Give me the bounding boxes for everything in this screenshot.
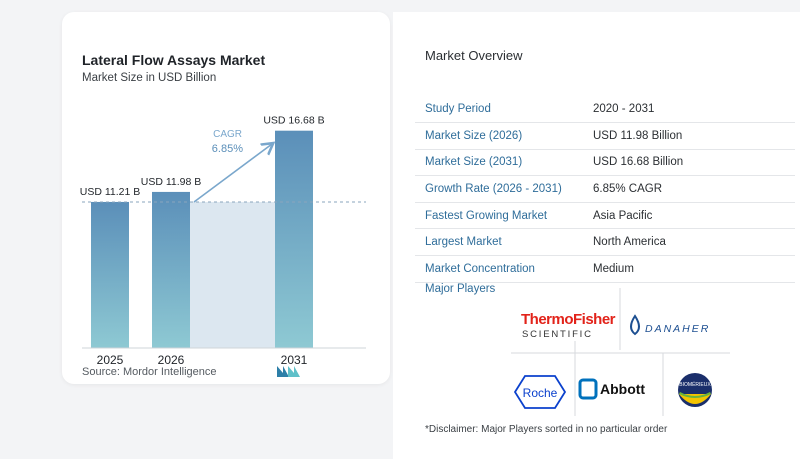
overview-value: North America: [593, 228, 795, 257]
overview-value: Asia Pacific: [593, 202, 795, 230]
overview-key: Fastest Growing Market: [415, 202, 593, 230]
cagr-value: 6.85%: [212, 143, 243, 155]
major-players-title: Major Players: [425, 283, 496, 295]
overview-key: Market Size (2026): [415, 122, 593, 150]
roche-logo-text: Roche: [523, 386, 558, 400]
major-players-logos: ThermoFisher SCIENTIFIC DANAHER Roche Ab…: [511, 288, 730, 416]
overview-row: Largest Market North America: [415, 228, 795, 257]
overview-key: Market Size (2031): [415, 149, 593, 177]
chart-subtitle: Market Size in USD Billion: [82, 72, 217, 84]
abbott-logo: Abbott: [578, 378, 645, 400]
overview-value: Medium: [593, 255, 795, 283]
abbott-logo-text: Abbott: [600, 381, 645, 397]
data-label: USD 11.98 B: [141, 176, 202, 188]
x-tick-label: 2031: [281, 353, 308, 367]
overview-key: Growth Rate (2026 - 2031): [415, 175, 593, 203]
x-tick-label: 2026: [158, 353, 185, 367]
overview-key: Largest Market: [415, 228, 593, 257]
market-overview-card: Market Overview Study Period 2020 - 2031 M…: [393, 12, 800, 459]
thermofisher-logo-text: ThermoFisher: [521, 311, 616, 328]
thermofisher-logo-subtext: SCIENTIFIC: [522, 329, 593, 340]
cagr-arrow: [193, 144, 272, 203]
overview-key: Study Period: [415, 96, 593, 124]
overview-table: Study Period 2020 - 2031 Market Size (2026…: [415, 96, 795, 283]
danaher-logo-text: DANAHER: [645, 323, 710, 335]
chart-title: Lateral Flow Assays Market: [82, 52, 266, 68]
overview-row: Fastest Growing Market Asia Pacific: [415, 202, 795, 230]
bar-2031: [275, 130, 313, 348]
overview-row: Market Size (2026) USD 11.98 Billion: [415, 122, 795, 150]
overview-key: Market Concentration: [415, 255, 593, 283]
overview-title: Market Overview: [425, 48, 523, 63]
biomerieux-logo-text: BIOMÉRIEUX: [679, 381, 711, 388]
overview-row: Study Period 2020 - 2031: [415, 96, 795, 124]
bar-2026: [152, 191, 190, 348]
abbott-mark-icon: [578, 378, 598, 400]
danaher-mark-icon: [630, 314, 640, 336]
roche-logo: Roche: [513, 375, 567, 409]
bar-2025: [91, 201, 129, 348]
overview-value: USD 16.68 Billion: [593, 149, 795, 177]
disclaimer: *Disclaimer: Major Players sorted in no …: [425, 424, 668, 435]
chart-card: Lateral Flow Assays Market Market Size i…: [62, 12, 390, 384]
shaded-band: [190, 201, 275, 348]
overview-value: 6.85% CAGR: [593, 175, 795, 203]
roche-hexagon-icon: [513, 375, 567, 409]
cagr-label: CAGR: [213, 129, 242, 140]
data-label: USD 16.68 B: [263, 115, 324, 127]
x-tick-label: 2025: [97, 353, 124, 367]
overview-row: Growth Rate (2026 - 2031) 6.85% CAGR: [415, 175, 795, 203]
overview-row: Market Concentration Medium: [415, 255, 795, 283]
mordor-logo-icon: [277, 366, 300, 377]
overview-value: 2020 - 2031: [593, 96, 795, 124]
bar-chart: USD 11.21 B 2025 USD 11.98 B 2026 USD 16.68 …: [80, 115, 366, 367]
overview-row: Market Size (2031) USD 16.68 Billion: [415, 149, 795, 177]
overview-value: USD 11.98 Billion: [593, 122, 795, 150]
biomerieux-logo: BIOMÉRIEUX: [678, 373, 712, 407]
thermofisher-logo: ThermoFisher SCIENTIFIC: [521, 311, 616, 340]
danaher-logo: DANAHER: [630, 314, 710, 336]
source-label: Source: Mordor Intelligence: [82, 366, 217, 378]
data-label: USD 11.21 B: [80, 186, 141, 198]
